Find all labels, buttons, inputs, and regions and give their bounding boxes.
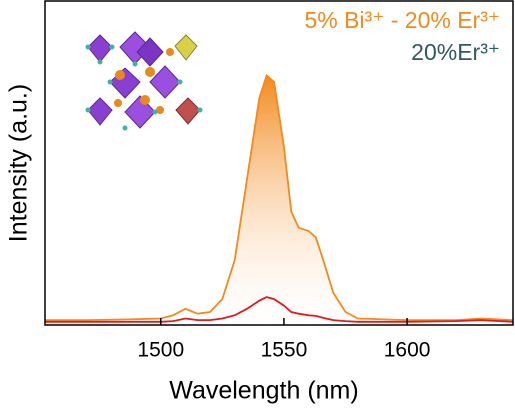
x-tick-label: 1500 [137, 339, 184, 362]
legend-entry: 20%Er³⁺ [411, 39, 500, 65]
legend-entry: 5% Bi³⁺ - 20% Er³⁺ [304, 7, 500, 33]
line [45, 73, 514, 321]
axes-frame [44, 0, 514, 326]
y-axis-label: Intensity (a.u.) [5, 84, 33, 242]
crystal-inset [85, 31, 203, 131]
x-axis-label: Wavelength (nm) [169, 377, 358, 405]
x-tick-label: 1600 [384, 339, 431, 362]
line [45, 296, 514, 323]
plot-area [45, 73, 514, 325]
x-tick-label: 1550 [261, 339, 308, 362]
area [45, 75, 513, 325]
